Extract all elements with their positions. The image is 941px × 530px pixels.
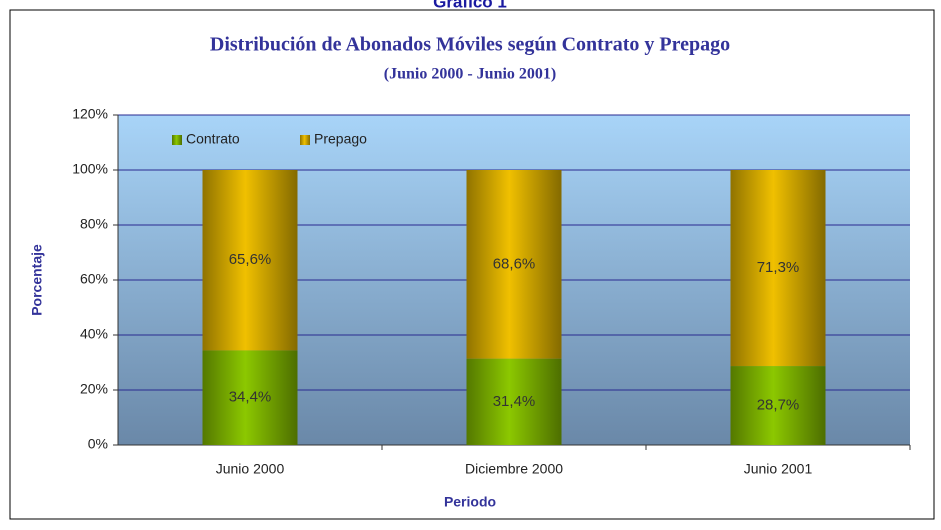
chart-subtitle: (Junio 2000 - Junio 2001) <box>384 66 556 83</box>
data-label: 68,6% <box>493 255 536 272</box>
bar-segment <box>466 358 562 445</box>
legend-label: Contrato <box>186 131 240 147</box>
y-tick-label: 40% <box>80 326 108 342</box>
bar-segment <box>202 170 298 351</box>
bar-segment <box>202 350 298 445</box>
y-tick-label: 80% <box>80 216 108 232</box>
chart-heading: Gráfico 1 <box>433 0 507 11</box>
x-tick-label: Junio 2001 <box>744 461 813 477</box>
data-label: 28,7% <box>757 397 800 414</box>
bar-segment <box>730 170 826 367</box>
data-label: 34,4% <box>229 389 272 406</box>
y-tick-label: 60% <box>80 271 108 287</box>
x-axis-label: Periodo <box>444 494 496 510</box>
legend-swatch <box>300 135 310 145</box>
y-tick-label: 20% <box>80 381 108 397</box>
data-label: 65,6% <box>229 251 272 268</box>
data-label: 71,3% <box>757 259 800 276</box>
chart-title: Distribución de Abonados Móviles según C… <box>210 34 730 56</box>
y-tick-label: 0% <box>88 436 108 452</box>
bar-segment <box>466 170 562 359</box>
y-tick-label: 120% <box>72 106 108 122</box>
legend-label: Prepago <box>314 131 367 147</box>
bar-segment <box>730 366 826 445</box>
legend-swatch <box>172 135 182 145</box>
y-axis-label: Porcentaje <box>29 244 45 316</box>
x-tick-label: Diciembre 2000 <box>465 461 563 477</box>
data-label: 31,4% <box>493 393 536 410</box>
y-tick-label: 100% <box>72 161 108 177</box>
x-tick-label: Junio 2000 <box>216 461 285 477</box>
